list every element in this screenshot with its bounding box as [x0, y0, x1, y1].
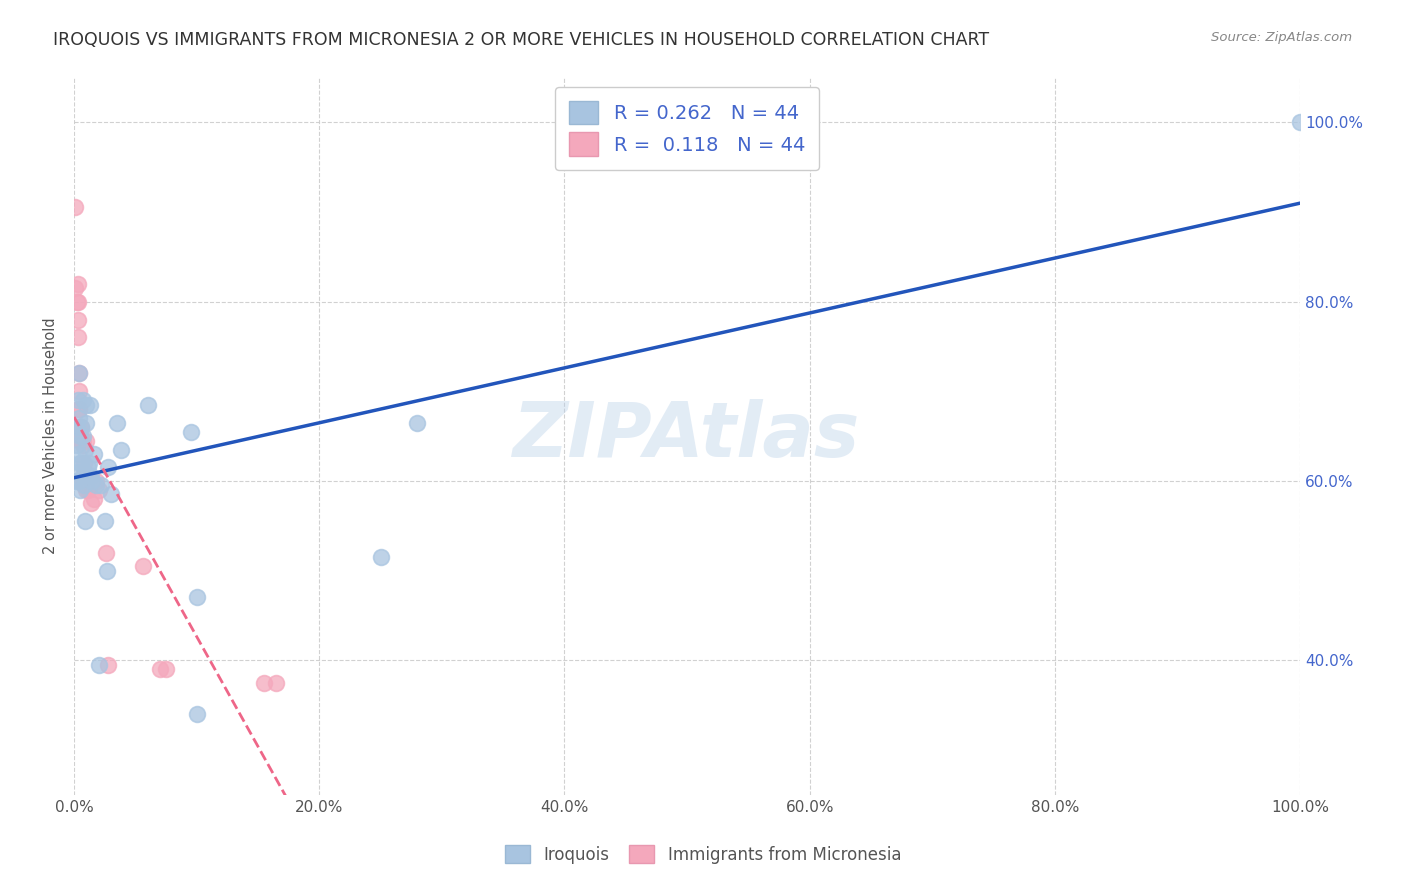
- Point: [73, 478, 96, 492]
- Point: [69, 483, 91, 497]
- Point: [110, 442, 132, 457]
- Point: [72, 438, 94, 452]
- Point: [105, 416, 128, 430]
- Point: [76, 483, 98, 497]
- Point: [66, 393, 89, 408]
- Point: [77, 456, 100, 470]
- Point: [73, 469, 96, 483]
- Point: [67, 384, 90, 399]
- Point: [67, 402, 90, 417]
- Point: [70, 434, 93, 448]
- Point: [69, 429, 91, 443]
- Point: [67, 411, 90, 425]
- Point: [72, 393, 94, 408]
- Point: [65, 281, 87, 295]
- Point: [69, 429, 91, 443]
- Point: [73, 465, 96, 479]
- Point: [75, 474, 97, 488]
- Point: [72, 434, 94, 448]
- Point: [406, 416, 429, 430]
- Point: [65, 420, 87, 434]
- Text: Source: ZipAtlas.com: Source: ZipAtlas.com: [1212, 31, 1353, 45]
- Point: [186, 706, 208, 721]
- Point: [69, 420, 91, 434]
- Point: [75, 398, 97, 412]
- Point: [90, 478, 112, 492]
- Point: [70, 434, 93, 448]
- Point: [370, 550, 392, 565]
- Text: ZIPAtlas: ZIPAtlas: [513, 399, 860, 473]
- Point: [76, 474, 98, 488]
- Point: [76, 460, 98, 475]
- Point: [72, 429, 94, 443]
- Point: [75, 416, 97, 430]
- Point: [1289, 115, 1312, 129]
- Point: [87, 483, 110, 497]
- Point: [75, 483, 97, 497]
- Point: [79, 478, 101, 492]
- Point: [66, 330, 89, 344]
- Point: [97, 460, 120, 475]
- Point: [70, 420, 93, 434]
- Point: [180, 425, 202, 439]
- Text: IROQUOIS VS IMMIGRANTS FROM MICRONESIA 2 OR MORE VEHICLES IN HOUSEHOLD CORRELATI: IROQUOIS VS IMMIGRANTS FROM MICRONESIA 2…: [53, 31, 990, 49]
- Point: [97, 657, 120, 672]
- Point: [66, 465, 89, 479]
- Point: [75, 465, 97, 479]
- Point: [67, 474, 90, 488]
- Point: [75, 434, 97, 448]
- Point: [69, 429, 91, 443]
- Point: [75, 442, 97, 457]
- Point: [66, 294, 89, 309]
- Point: [186, 591, 208, 605]
- Point: [83, 491, 105, 506]
- Point: [73, 456, 96, 470]
- Point: [100, 487, 122, 501]
- Point: [94, 546, 117, 560]
- Point: [96, 564, 118, 578]
- Point: [136, 398, 159, 412]
- Point: [70, 420, 93, 434]
- Y-axis label: 2 or more Vehicles in Household: 2 or more Vehicles in Household: [44, 318, 58, 555]
- Point: [65, 438, 87, 452]
- Point: [80, 469, 103, 483]
- Point: [66, 312, 89, 326]
- Point: [149, 662, 172, 676]
- Point: [65, 201, 87, 215]
- Point: [155, 662, 177, 676]
- Point: [82, 474, 104, 488]
- Legend: R = 0.262   N = 44, R =  0.118   N = 44: R = 0.262 N = 44, R = 0.118 N = 44: [555, 87, 818, 169]
- Point: [69, 429, 91, 443]
- Point: [67, 367, 90, 381]
- Point: [87, 657, 110, 672]
- Point: [72, 474, 94, 488]
- Point: [84, 478, 107, 492]
- Point: [132, 559, 155, 574]
- Point: [77, 474, 100, 488]
- Point: [253, 675, 276, 690]
- Point: [75, 514, 97, 528]
- Point: [66, 277, 89, 291]
- Point: [66, 447, 89, 461]
- Point: [75, 474, 97, 488]
- Point: [65, 294, 87, 309]
- Point: [70, 456, 93, 470]
- Point: [67, 402, 90, 417]
- Point: [266, 675, 288, 690]
- Point: [69, 456, 91, 470]
- Point: [93, 514, 115, 528]
- Point: [65, 474, 87, 488]
- Point: [73, 478, 96, 492]
- Point: [83, 447, 105, 461]
- Point: [84, 474, 107, 488]
- Legend: Iroquois, Immigrants from Micronesia: Iroquois, Immigrants from Micronesia: [498, 838, 908, 871]
- Point: [80, 496, 103, 510]
- Point: [67, 367, 90, 381]
- Point: [79, 398, 101, 412]
